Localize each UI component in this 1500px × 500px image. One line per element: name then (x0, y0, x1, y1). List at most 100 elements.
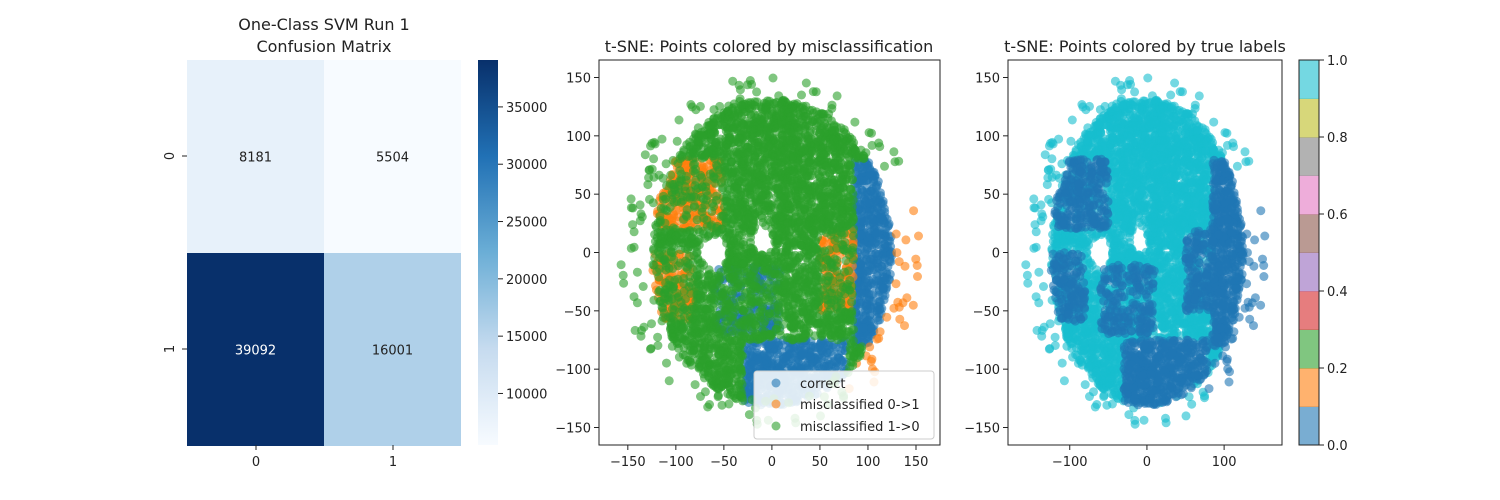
scatter-point (728, 76, 738, 86)
scatter-point (845, 185, 855, 195)
scatter-point (629, 242, 639, 252)
scatter-point (662, 358, 671, 368)
scatter-point (778, 352, 788, 362)
scatter-point (859, 151, 869, 161)
scatter-point (647, 138, 657, 148)
scatter-point (735, 238, 745, 248)
scatter-point (848, 231, 858, 241)
scatter-point (881, 224, 891, 234)
scatter-point (678, 350, 688, 360)
scatter-point (889, 303, 899, 313)
heatmap-title-line-1: One-Class SVM Run 1 (238, 15, 409, 34)
scatter-point (635, 200, 645, 210)
scatter-point (738, 224, 748, 234)
scatter-point (890, 157, 900, 167)
scatter-point (636, 331, 646, 341)
scatter-point (885, 256, 895, 266)
scatter-point (632, 298, 642, 308)
scatter-point (797, 90, 806, 100)
scatter-point (724, 224, 734, 234)
scatter-point (827, 104, 837, 113)
scatter-point (798, 348, 808, 358)
scatter-point (674, 115, 684, 125)
colorbar-tick-label: 35000 (506, 101, 547, 116)
scatter-point (914, 231, 923, 241)
scatter-point (878, 284, 888, 293)
scatter-point (866, 323, 876, 333)
scatter-point (681, 171, 691, 181)
scatter-point (768, 230, 778, 240)
scatter-point (679, 312, 689, 321)
scatter-point (689, 338, 699, 348)
scatter-point (664, 287, 673, 297)
scatter-point (892, 248, 902, 258)
scatter-point (764, 340, 774, 350)
scatter-point (831, 362, 841, 372)
heatmap-cell-value: 39092 (235, 344, 276, 359)
heatmap-cell (324, 253, 461, 446)
scatter-point (736, 338, 746, 348)
scatter-point (619, 278, 629, 288)
scatter-point (691, 105, 701, 115)
scatter-point (789, 300, 798, 310)
scatter-point (862, 332, 872, 342)
scatter-point (649, 154, 659, 164)
scatter-point (817, 345, 827, 355)
scatter-point (845, 203, 854, 212)
scatter-point (628, 203, 638, 213)
scatter-point (689, 201, 699, 211)
scatter-point (784, 143, 794, 153)
scatter-point (734, 331, 744, 341)
scatter-point (702, 221, 712, 231)
scatter-point (847, 297, 857, 307)
scatter-point (865, 342, 875, 352)
scatter-point (752, 87, 762, 97)
scatter-point (866, 186, 876, 196)
scatter-point (659, 308, 669, 318)
scatter-point (823, 341, 833, 350)
scatter-point (813, 275, 823, 285)
scatter-point (861, 205, 871, 215)
colorbar-tick-label: 10000 (506, 387, 547, 402)
scatter-point (891, 229, 901, 239)
scatter-point (856, 230, 866, 240)
scatter-point (705, 400, 714, 409)
scatter-point (691, 175, 701, 185)
scatter-point (768, 73, 778, 83)
tsne-misclassification-panel: t-SNE: Points colored by misclassificati… (555, 37, 941, 470)
scatter-point (781, 236, 791, 246)
scatter-point (711, 271, 721, 281)
scatter-point (847, 290, 857, 299)
scatter-point (644, 165, 654, 175)
scatter-point (649, 260, 659, 270)
scatter-point (744, 381, 754, 391)
scatter-point (808, 115, 818, 125)
scatter-point (713, 392, 723, 402)
scatter-point (653, 341, 663, 350)
scatter-point (864, 257, 874, 267)
scatter-point (616, 260, 626, 270)
scatter-point (687, 281, 697, 291)
colorbar-tick-label: 15000 (506, 330, 547, 345)
scatter-point (690, 380, 700, 390)
scatter-point (795, 295, 805, 305)
scatter-point (850, 146, 860, 156)
scatter-point (776, 330, 785, 340)
scatter-point (693, 255, 703, 265)
scatter-point (657, 134, 667, 144)
scatter-point (762, 288, 771, 298)
heatmap-title-line-2: Confusion Matrix (256, 37, 391, 56)
scatter-point (666, 170, 676, 180)
scatter-point (699, 194, 708, 204)
scatter-point (857, 288, 867, 298)
scatter-point (712, 114, 722, 123)
scatter-point (700, 387, 710, 397)
heatmap-cell-value: 8181 (239, 151, 272, 166)
scatter-point (823, 307, 833, 317)
tsne-misclass-title: t-SNE: Points colored by misclassificati… (605, 37, 934, 56)
scatter-point (832, 91, 842, 101)
scatter-point (891, 279, 901, 289)
